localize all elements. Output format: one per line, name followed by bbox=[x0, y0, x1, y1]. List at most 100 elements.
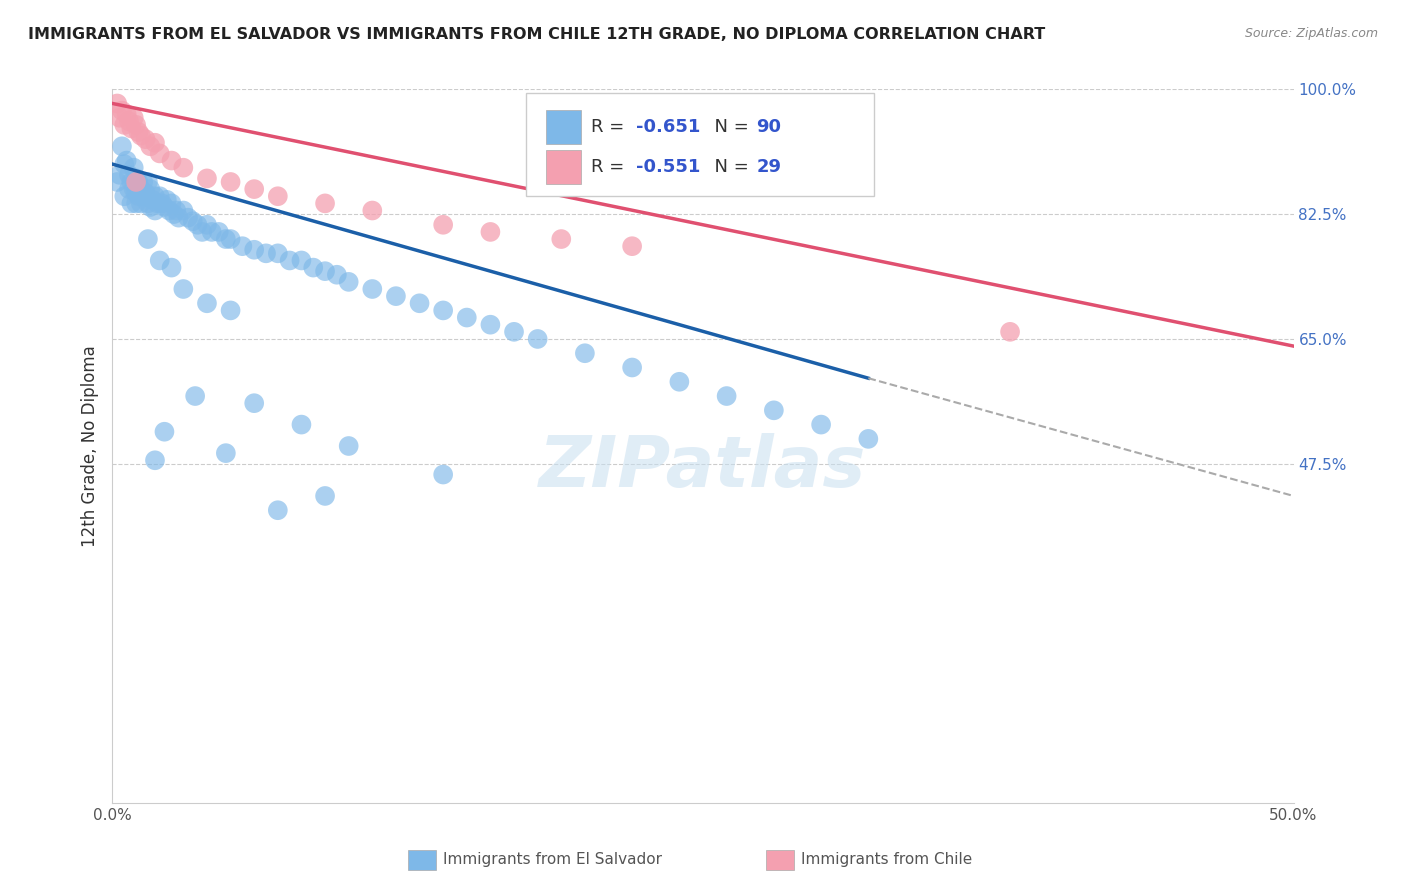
Text: 29: 29 bbox=[756, 158, 782, 176]
Text: -0.651: -0.651 bbox=[636, 118, 700, 136]
Point bbox=[503, 325, 526, 339]
Point bbox=[129, 128, 152, 143]
Point bbox=[157, 203, 180, 218]
Point bbox=[153, 200, 176, 214]
Point bbox=[139, 182, 162, 196]
Point bbox=[125, 171, 148, 186]
Point bbox=[127, 125, 149, 139]
Point bbox=[135, 186, 157, 200]
Point bbox=[112, 157, 135, 171]
Point bbox=[136, 196, 159, 211]
Point bbox=[479, 318, 502, 332]
Point bbox=[120, 175, 142, 189]
Point bbox=[118, 182, 141, 196]
Point bbox=[120, 196, 142, 211]
Point bbox=[167, 211, 190, 225]
Point bbox=[125, 196, 148, 211]
Text: Immigrants from El Salvador: Immigrants from El Salvador bbox=[443, 853, 662, 867]
Point bbox=[191, 225, 214, 239]
Point bbox=[810, 417, 832, 432]
Point bbox=[135, 132, 157, 146]
Point bbox=[108, 168, 131, 182]
Point bbox=[186, 218, 208, 232]
Point bbox=[125, 118, 148, 132]
Text: Source: ZipAtlas.com: Source: ZipAtlas.com bbox=[1244, 27, 1378, 40]
Point bbox=[139, 139, 162, 153]
Text: 90: 90 bbox=[756, 118, 782, 136]
Point bbox=[143, 453, 166, 467]
Point bbox=[574, 346, 596, 360]
Point bbox=[219, 232, 242, 246]
Point bbox=[219, 175, 242, 189]
Point bbox=[153, 425, 176, 439]
Point bbox=[361, 203, 384, 218]
Point bbox=[432, 303, 454, 318]
Point bbox=[762, 403, 785, 417]
Point bbox=[998, 325, 1021, 339]
Point bbox=[278, 253, 301, 268]
Point bbox=[160, 196, 183, 211]
Point bbox=[215, 232, 238, 246]
Text: N =: N = bbox=[703, 118, 755, 136]
Point bbox=[111, 103, 134, 118]
Point bbox=[668, 375, 690, 389]
Point bbox=[165, 203, 187, 218]
Point bbox=[118, 114, 141, 128]
Point bbox=[143, 189, 166, 203]
Text: -0.551: -0.551 bbox=[636, 158, 700, 176]
Point bbox=[142, 193, 165, 207]
Point bbox=[129, 196, 152, 211]
Point bbox=[337, 275, 360, 289]
Point bbox=[115, 107, 138, 121]
Point bbox=[160, 153, 183, 168]
Point bbox=[150, 196, 173, 211]
Point bbox=[149, 189, 172, 203]
Point bbox=[267, 503, 290, 517]
Point bbox=[314, 489, 336, 503]
Point bbox=[195, 296, 218, 310]
Point bbox=[143, 136, 166, 150]
Point bbox=[127, 175, 149, 189]
FancyBboxPatch shape bbox=[546, 150, 581, 184]
Point bbox=[149, 146, 172, 161]
Point bbox=[132, 189, 155, 203]
Point bbox=[219, 303, 242, 318]
Point bbox=[231, 239, 253, 253]
Point bbox=[172, 282, 194, 296]
Text: Immigrants from Chile: Immigrants from Chile bbox=[801, 853, 973, 867]
Point bbox=[105, 96, 128, 111]
Point bbox=[125, 186, 148, 200]
Point bbox=[243, 243, 266, 257]
Point bbox=[122, 161, 145, 175]
Point bbox=[621, 360, 644, 375]
Text: R =: R = bbox=[591, 158, 630, 176]
Point bbox=[111, 139, 134, 153]
Point bbox=[118, 168, 141, 182]
Point bbox=[479, 225, 502, 239]
Point bbox=[408, 296, 430, 310]
Point bbox=[243, 182, 266, 196]
Point bbox=[526, 332, 548, 346]
Text: ZIPatlas: ZIPatlas bbox=[540, 433, 866, 502]
Point bbox=[112, 189, 135, 203]
Point bbox=[139, 200, 162, 214]
Point bbox=[290, 253, 312, 268]
Point bbox=[361, 282, 384, 296]
Point bbox=[149, 253, 172, 268]
Point bbox=[108, 111, 131, 125]
Point bbox=[337, 439, 360, 453]
Point bbox=[456, 310, 478, 325]
Y-axis label: 12th Grade, No Diploma: 12th Grade, No Diploma bbox=[80, 345, 98, 547]
Point bbox=[302, 260, 325, 275]
Point bbox=[129, 182, 152, 196]
Point bbox=[621, 239, 644, 253]
Point bbox=[858, 432, 880, 446]
Point bbox=[172, 161, 194, 175]
Point bbox=[195, 171, 218, 186]
Point bbox=[181, 214, 204, 228]
Point bbox=[254, 246, 277, 260]
Point bbox=[122, 182, 145, 196]
Point bbox=[184, 389, 207, 403]
Point bbox=[146, 196, 169, 211]
Point bbox=[115, 153, 138, 168]
